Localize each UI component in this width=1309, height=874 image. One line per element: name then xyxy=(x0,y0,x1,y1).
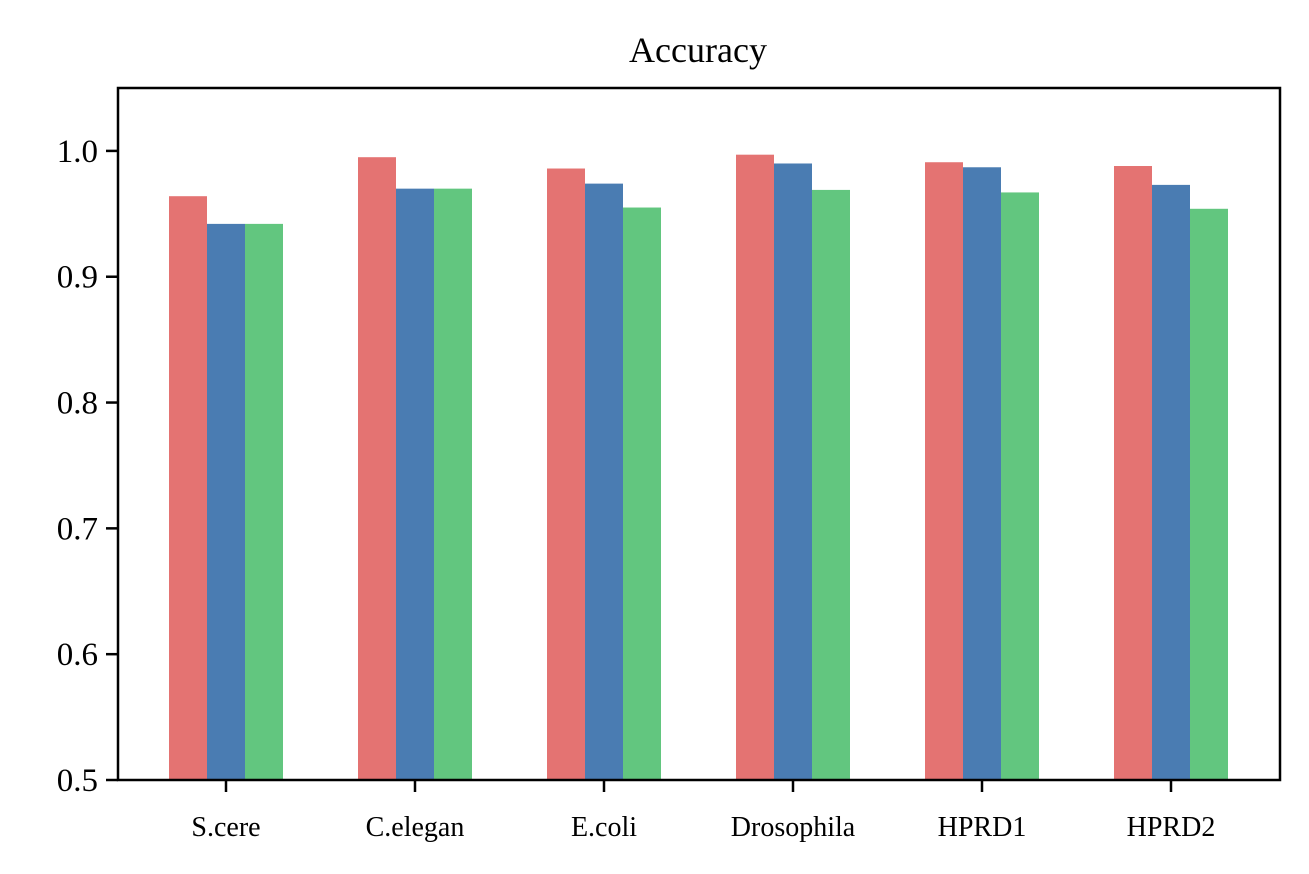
bar-hprd1-series-2 xyxy=(963,167,1001,780)
x-tick-label: HPRD2 xyxy=(1127,812,1216,843)
bar-e-coli-series-3 xyxy=(623,207,661,780)
x-axis: S.cere C.elegan E.coli Drosophila HPRD1 HPRD2 xyxy=(191,780,1215,843)
bar-c-elegan-series-3 xyxy=(434,188,472,780)
plot-frame xyxy=(116,86,1282,782)
x-tick-label: C.elegan xyxy=(366,812,465,843)
bar-hprd1-series-3 xyxy=(1001,192,1039,780)
chart-title: Accuracy xyxy=(629,30,767,70)
x-tick-label: S.cere xyxy=(191,812,260,843)
bar-hprd2-series-2 xyxy=(1152,184,1190,780)
bar-hprd2-series-3 xyxy=(1190,208,1228,781)
bar-drosophila-series-2 xyxy=(774,163,812,781)
bar-s-cere-series-2 xyxy=(207,223,245,780)
bars-group xyxy=(169,154,1228,781)
y-tick-label: 0.6 xyxy=(57,637,98,673)
bar-drosophila-series-1 xyxy=(736,154,774,780)
bar-hprd2-series-1 xyxy=(1114,166,1152,780)
y-tick-label: 0.5 xyxy=(57,763,98,799)
bar-s-cere-series-3 xyxy=(245,223,283,780)
bar-e-coli-series-1 xyxy=(547,168,585,780)
y-tick-label: 0.7 xyxy=(57,511,98,547)
bar-e-coli-series-2 xyxy=(585,183,623,780)
y-axis: 0.5 0.6 0.7 0.8 0.9 1.0 xyxy=(57,134,118,799)
y-tick-label: 1.0 xyxy=(57,134,98,170)
bar-drosophila-series-3 xyxy=(812,189,850,780)
y-tick-label: 0.8 xyxy=(57,386,98,422)
x-tick-label: E.coli xyxy=(571,812,637,843)
x-tick-label: Drosophila xyxy=(731,812,856,843)
y-tick-label: 0.9 xyxy=(57,260,98,296)
bar-s-cere-series-1 xyxy=(169,196,207,780)
bar-c-elegan-series-2 xyxy=(396,188,434,780)
bar-hprd1-series-1 xyxy=(925,162,963,781)
bar-c-elegan-series-1 xyxy=(358,157,396,780)
x-tick-label: HPRD1 xyxy=(938,812,1027,843)
